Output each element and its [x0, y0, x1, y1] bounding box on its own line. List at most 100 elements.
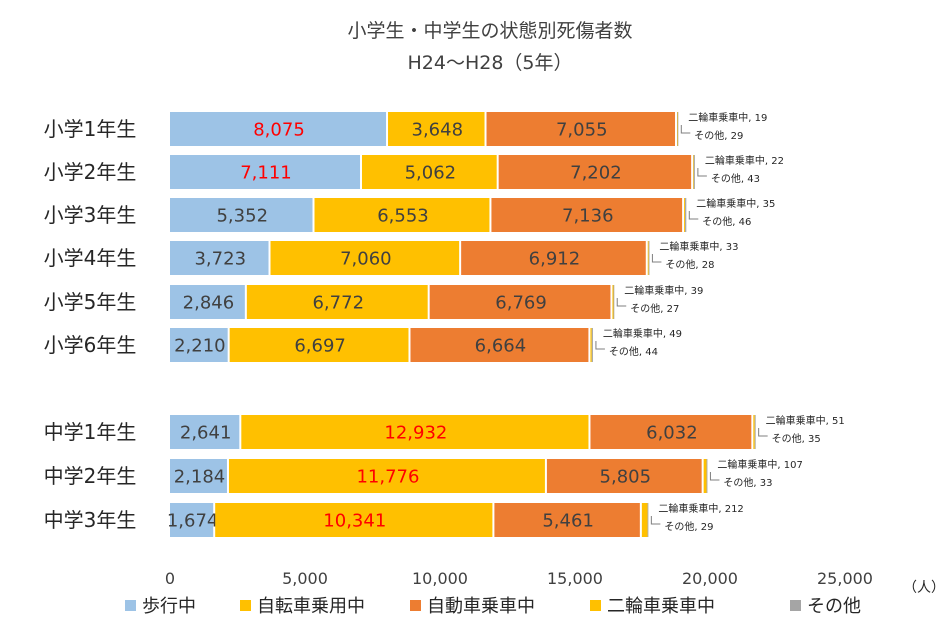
annotation-leader [650, 516, 661, 525]
bar-segment [170, 155, 360, 189]
bar-segment [170, 459, 227, 493]
data-label: 2,210 [174, 336, 226, 357]
bar-segment [754, 415, 756, 449]
bar-segment [685, 198, 687, 232]
bar-segment [241, 415, 589, 449]
category-labels: 小学1年生小学2年生小学3年生小学4年生小学5年生小学6年生中学1年生中学2年生… [44, 117, 137, 532]
bar-segment [388, 112, 485, 146]
data-label: 6,769 [495, 293, 547, 314]
bar-segment [546, 459, 702, 493]
bar-segment [486, 112, 676, 146]
data-label: 3,648 [412, 120, 464, 141]
annotation-leader [680, 125, 691, 134]
bar-segment [693, 155, 694, 189]
bar-segment [498, 155, 692, 189]
bar-segment [612, 285, 614, 319]
category-label: 小学1年生 [44, 117, 137, 141]
bar-segment [647, 241, 649, 275]
annotation-leader [709, 472, 720, 481]
other-annotation: その他, 29 [664, 520, 713, 533]
legend-swatch [125, 600, 136, 611]
annotation-leader [697, 168, 707, 177]
category-label: 小学5年生 [44, 290, 137, 314]
legend-swatch [410, 600, 421, 611]
other-annotation: その他, 28 [665, 258, 714, 271]
bar-segment [170, 112, 387, 146]
data-label: 7,060 [340, 249, 392, 270]
legend-label: 二輪車乗車中 [607, 596, 715, 617]
x-tick-label: 15,000 [547, 569, 603, 588]
motorcycle-annotation: 二輪車乗車中, 49 [603, 327, 682, 340]
annotation-leader [595, 341, 605, 350]
x-tick-label: 0 [165, 569, 175, 588]
other-annotation: その他, 27 [630, 302, 679, 315]
bar-segment [461, 241, 646, 275]
data-label: 6,553 [377, 206, 429, 227]
bar-segment [170, 328, 228, 362]
bar-segment [246, 285, 428, 319]
bar-segment [170, 241, 269, 275]
bar-segment [590, 328, 592, 362]
bar-segment [229, 328, 409, 362]
category-label: 小学6年生 [44, 333, 137, 357]
motorcycle-annotation: 二輪車乗車中, 39 [624, 284, 703, 297]
data-label: 5,062 [405, 163, 457, 184]
motorcycle-annotation: 二輪車乗車中, 19 [688, 111, 767, 124]
other-annotation: その他, 33 [723, 476, 772, 489]
data-label: 7,111 [240, 163, 292, 184]
category-label: 中学1年生 [44, 420, 137, 444]
motorcycle-annotation: 二輪車乗車中, 35 [696, 197, 775, 210]
x-tick-label: 5,000 [282, 569, 328, 588]
data-label: 1,674 [167, 511, 219, 532]
legend-label: 歩行中 [142, 596, 196, 617]
other-annotation: その他, 43 [711, 172, 760, 185]
bar-segment [314, 198, 490, 232]
bar-segment [684, 198, 686, 232]
bar-segment [361, 155, 497, 189]
motorcycle-annotation: 二輪車乗車中, 212 [658, 502, 743, 515]
bar-segment [647, 503, 649, 537]
bar-segment [677, 112, 678, 146]
data-label: 8,075 [253, 120, 305, 141]
annotation-leader [688, 211, 699, 220]
bar-segment [270, 241, 460, 275]
category-label: 小学3年生 [44, 203, 137, 227]
bar-segment [677, 112, 679, 146]
bar-segment [706, 459, 708, 493]
bar-segment [170, 198, 313, 232]
motorcycle-annotation: 二輪車乗車中, 22 [705, 154, 784, 167]
legend-label: 自転車乗用中 [257, 596, 365, 617]
data-label: 12,932 [384, 423, 447, 444]
bar-segment [693, 155, 695, 189]
bar-segment [590, 415, 752, 449]
bar-segment [429, 285, 611, 319]
other-annotation: その他, 29 [694, 129, 743, 142]
data-label: 6,664 [475, 336, 527, 357]
other-annotation: その他, 46 [702, 215, 751, 228]
category-label: 中学2年生 [44, 464, 137, 488]
bar-segment [170, 415, 240, 449]
motorcycle-annotation: 二輪車乗車中, 51 [766, 414, 845, 427]
data-label: 5,461 [542, 511, 594, 532]
category-label: 中学3年生 [44, 508, 137, 532]
bar-segment [228, 459, 545, 493]
data-label: 2,641 [180, 423, 232, 444]
data-label: 5,805 [600, 467, 652, 488]
bar-segment [494, 503, 640, 537]
data-label: 6,697 [294, 336, 346, 357]
data-label: 7,136 [562, 206, 614, 227]
x-tick-label: 10,000 [412, 569, 468, 588]
data-label: 5,352 [216, 206, 268, 227]
bar-segment [648, 241, 650, 275]
bars-layer: 8,075 3,648 7,055 7,111 5,062 7,202 5,352 6,553… [167, 112, 756, 537]
legend: 歩行中 自転車乗用中 自動車乗車中 二輪車乗車中 その他 [125, 596, 861, 617]
annotation-leader [651, 254, 662, 263]
data-label: 2,184 [174, 467, 226, 488]
annotation-leader [758, 428, 768, 437]
legend-label: その他 [807, 596, 861, 617]
bar-segment [753, 415, 755, 449]
chart-subtitle: H24〜H28（5年） [407, 52, 572, 74]
bar-segment [215, 503, 493, 537]
data-label: 7,202 [570, 163, 622, 184]
x-axis-unit: （人） [903, 580, 938, 596]
